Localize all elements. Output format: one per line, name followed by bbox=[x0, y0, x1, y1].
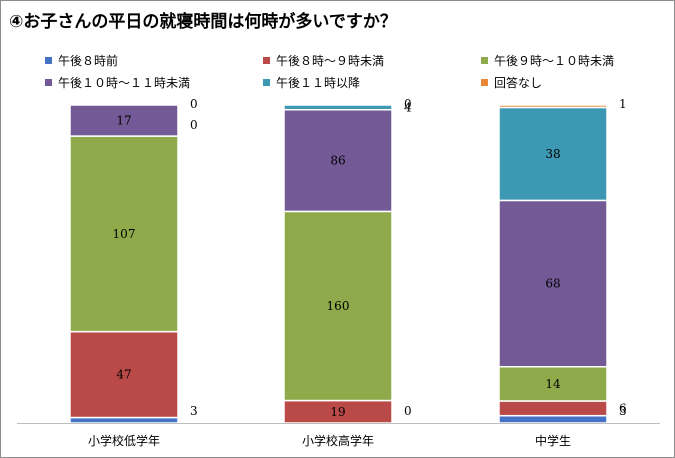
data-label-c1-s1: 19 bbox=[330, 405, 345, 419]
bar-seg-c0-s0 bbox=[69, 416, 179, 424]
legend-item-3: 午後１０時～１１時未満 bbox=[45, 75, 191, 90]
legend-swatch-4 bbox=[263, 78, 270, 86]
bar-seg-c0-s3 bbox=[69, 104, 179, 137]
data-label-c0-s3: 17 bbox=[116, 114, 131, 128]
bar-seg-c2-s1 bbox=[498, 400, 608, 417]
legend-label-3: 午後１０時～１１時未満 bbox=[58, 75, 191, 90]
legend-swatch-3 bbox=[45, 78, 52, 86]
data-label-c2-s0: 3 bbox=[619, 404, 627, 418]
bar-seg-c2-s5 bbox=[498, 104, 608, 109]
data-label-c0-s2: 107 bbox=[113, 227, 136, 241]
legend-label-2: 午後９時～１０時未満 bbox=[494, 53, 615, 68]
bar-seg-c1-s4 bbox=[283, 104, 393, 111]
data-label-c0-s1: 47 bbox=[116, 368, 131, 382]
legend-item-2: 午後９時～１０時未満 bbox=[481, 53, 615, 68]
data-label-c1-s5: 0 bbox=[404, 97, 412, 111]
legend-item-0: 午後８時前 bbox=[45, 53, 119, 68]
category-label-0: 小学校低学年 bbox=[88, 433, 160, 448]
chart-title: ④お子さんの平日の就寝時間は何時が多いですか？ bbox=[9, 12, 397, 32]
data-label-c2-s5: 1 bbox=[619, 97, 627, 111]
bar-seg-c2-s3 bbox=[498, 199, 608, 368]
data-label-c0-s0: 3 bbox=[190, 404, 198, 418]
legend-swatch-0 bbox=[45, 56, 52, 64]
legend-label-4: 午後１１時以降 bbox=[276, 75, 361, 90]
category-label-1: 小学校高学年 bbox=[302, 433, 374, 448]
legend-item-5: 回答なし bbox=[481, 75, 543, 90]
legend-item-4: 午後１１時以降 bbox=[263, 75, 361, 90]
bar-seg-c2-s2 bbox=[498, 365, 608, 402]
data-label-c1-s2: 160 bbox=[327, 299, 350, 313]
legend-label-1: 午後８時～９時未満 bbox=[276, 53, 385, 68]
legend-label-5: 回答なし bbox=[494, 75, 543, 90]
data-label-c2-s4: 38 bbox=[545, 147, 560, 161]
legend-label-0: 午後８時前 bbox=[58, 53, 119, 68]
data-label-c2-s2: 14 bbox=[545, 377, 561, 391]
legend-item-1: 午後８時～９時未満 bbox=[263, 53, 385, 68]
bar-seg-c2-s4 bbox=[498, 106, 608, 202]
data-label-c2-s3: 68 bbox=[545, 277, 560, 291]
bar-seg-c2-s0 bbox=[498, 414, 608, 424]
data-label-c1-s4: 4 bbox=[404, 100, 412, 114]
legend-swatch-5 bbox=[481, 78, 488, 86]
data-label-c1-s3: 86 bbox=[330, 154, 345, 168]
data-label-c0-s5: 0 bbox=[190, 97, 198, 111]
data-label-c2-s1: 6 bbox=[619, 401, 627, 415]
category-label-2: 中学生 bbox=[535, 433, 571, 448]
data-label-c1-s0: 0 bbox=[404, 404, 412, 418]
data-label-c0-s4: 0 bbox=[190, 118, 198, 132]
legend-swatch-1 bbox=[263, 56, 270, 64]
legend-swatch-2 bbox=[481, 56, 488, 64]
